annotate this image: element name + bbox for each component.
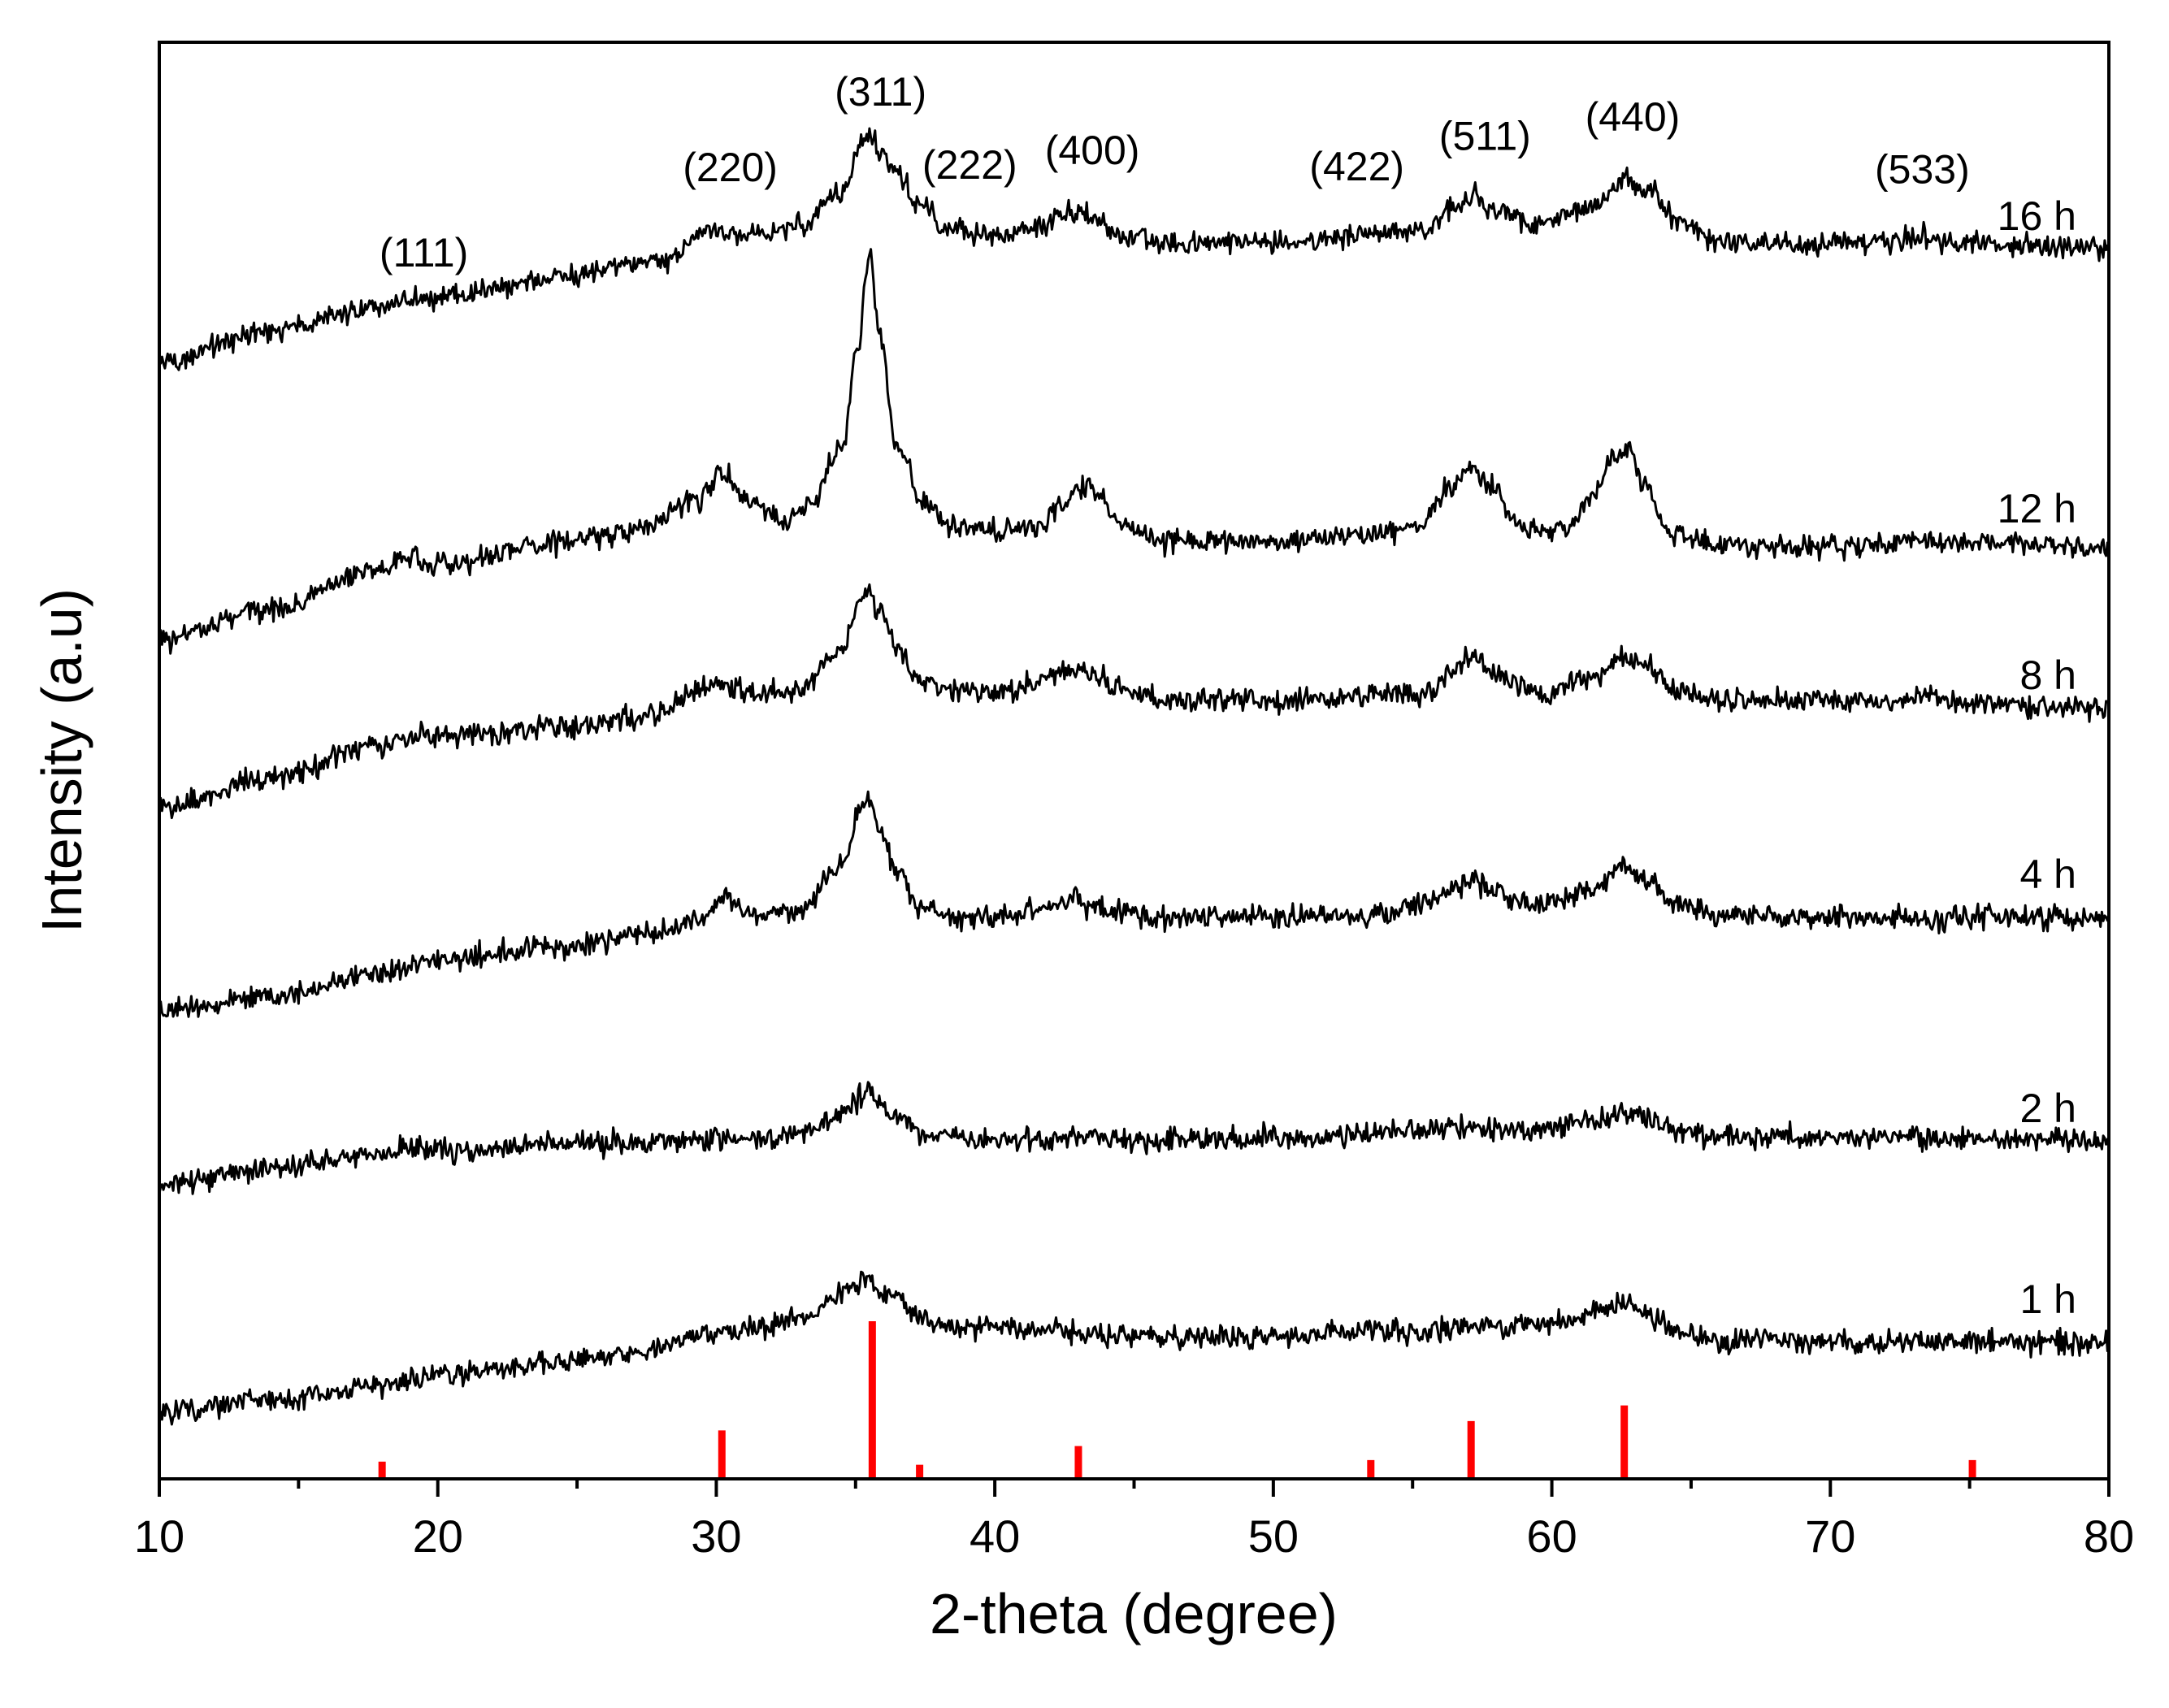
series-label-12h: 12 h — [1998, 486, 2076, 531]
y-axis-title: Intensity (a.u) — [30, 588, 93, 933]
series-label-16h: 16 h — [1998, 193, 2076, 239]
series-line-2h — [158, 1081, 2110, 1195]
peak-label: (511) — [1439, 113, 1531, 158]
series-line-8h — [158, 583, 2110, 820]
series-line-4h — [158, 790, 2110, 1018]
peak-label: (220) — [683, 145, 778, 190]
x-tick-label: 70 — [1805, 1511, 1855, 1562]
peak-label: (222) — [922, 142, 1017, 188]
peak-label: (311) — [835, 69, 926, 115]
series-label-2h: 2 h — [2019, 1086, 2076, 1131]
series-line-16h — [158, 127, 2110, 371]
series-label-4h: 4 h — [2019, 852, 2076, 897]
x-axis: 10 20 30 40 50 60 70 80 — [134, 1479, 2134, 1562]
series-labels: 16 h 12 h 8 h 4 h 2 h 1 h — [1998, 193, 2076, 1322]
x-tick-label: 50 — [1248, 1511, 1299, 1562]
peak-label: (400) — [1045, 128, 1140, 173]
peak-labels: (111) (220) (311) (222) (400) (422) (511) (440)… — [380, 69, 1970, 275]
series-line-1h — [158, 1270, 2110, 1426]
reference-pattern — [378, 1321, 1976, 1477]
series-layer — [158, 127, 2110, 1426]
series-label-1h: 1 h — [2019, 1277, 2076, 1322]
x-axis-title: 2-theta (degree) — [930, 1582, 1338, 1645]
x-tick-label: 20 — [413, 1511, 463, 1562]
peak-label: (422) — [1309, 144, 1404, 189]
x-tick-label: 60 — [1526, 1511, 1577, 1562]
peak-label: (533) — [1875, 147, 1970, 193]
series-label-8h: 8 h — [2019, 652, 2076, 698]
x-tick-label: 80 — [2084, 1511, 2134, 1562]
x-tick-label: 10 — [134, 1511, 184, 1562]
series-line-12h — [158, 248, 2110, 655]
x-tick-label: 30 — [691, 1511, 741, 1562]
peak-label: (440) — [1586, 94, 1681, 140]
peak-label: (111) — [380, 230, 468, 275]
x-tick-label: 40 — [970, 1511, 1020, 1562]
